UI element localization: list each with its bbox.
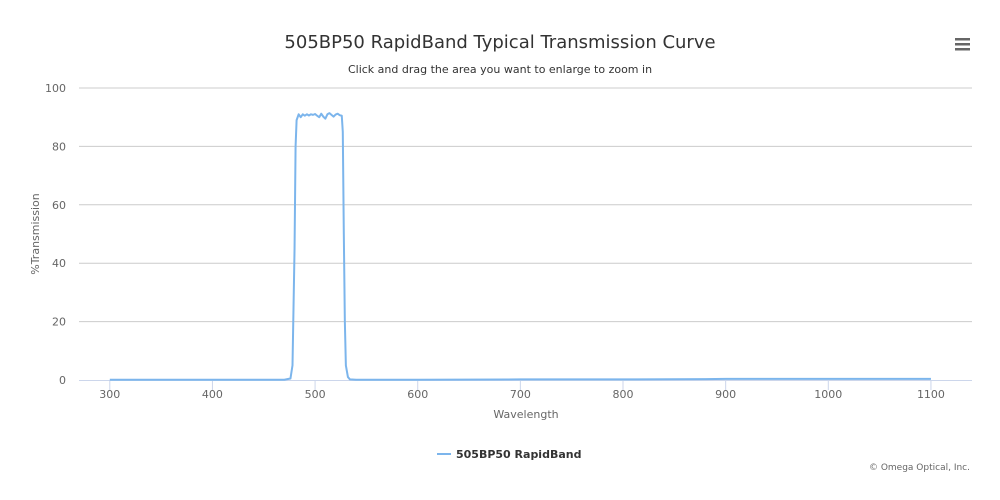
x-tick-label: 900	[715, 388, 736, 401]
x-tick-label: 600	[407, 388, 428, 401]
x-tick-label: 1100	[917, 388, 945, 401]
y-tick-label: 20	[52, 316, 66, 329]
x-tick-label: 300	[99, 388, 120, 401]
x-axis-title: Wavelength	[493, 408, 558, 421]
credits-text[interactable]: © Omega Optical, Inc.	[869, 463, 970, 473]
x-tick-label: 700	[510, 388, 531, 401]
legend[interactable]: 505BP50 RapidBand	[437, 448, 581, 461]
x-tick-label: 1000	[814, 388, 842, 401]
y-tick-label: 60	[52, 199, 66, 212]
x-axis-ticks: 300 400 500 600 700 800 900 1000 1100	[99, 388, 945, 401]
y-tick-label: 100	[45, 82, 66, 95]
grid-lines	[79, 87, 972, 323]
chart-subtitle: Click and drag the area you want to enla…	[348, 63, 652, 76]
y-tick-label: 0	[59, 374, 66, 387]
x-tick-label: 800	[613, 388, 634, 401]
chart-title: 505BP50 RapidBand Typical Transmission C…	[284, 32, 715, 53]
y-axis-title: %Transmission	[29, 193, 42, 275]
y-tick-label: 80	[52, 140, 66, 153]
series-line[interactable]	[109, 112, 931, 381]
y-axis-ticks: 0 20 40 60 80 100	[45, 82, 66, 387]
hamburger-menu-icon[interactable]	[949, 32, 975, 54]
x-tick-label: 400	[202, 388, 223, 401]
legend-item-label[interactable]: 505BP50 RapidBand	[456, 448, 581, 461]
x-tick-label: 500	[305, 388, 326, 401]
y-tick-label: 40	[52, 257, 66, 270]
